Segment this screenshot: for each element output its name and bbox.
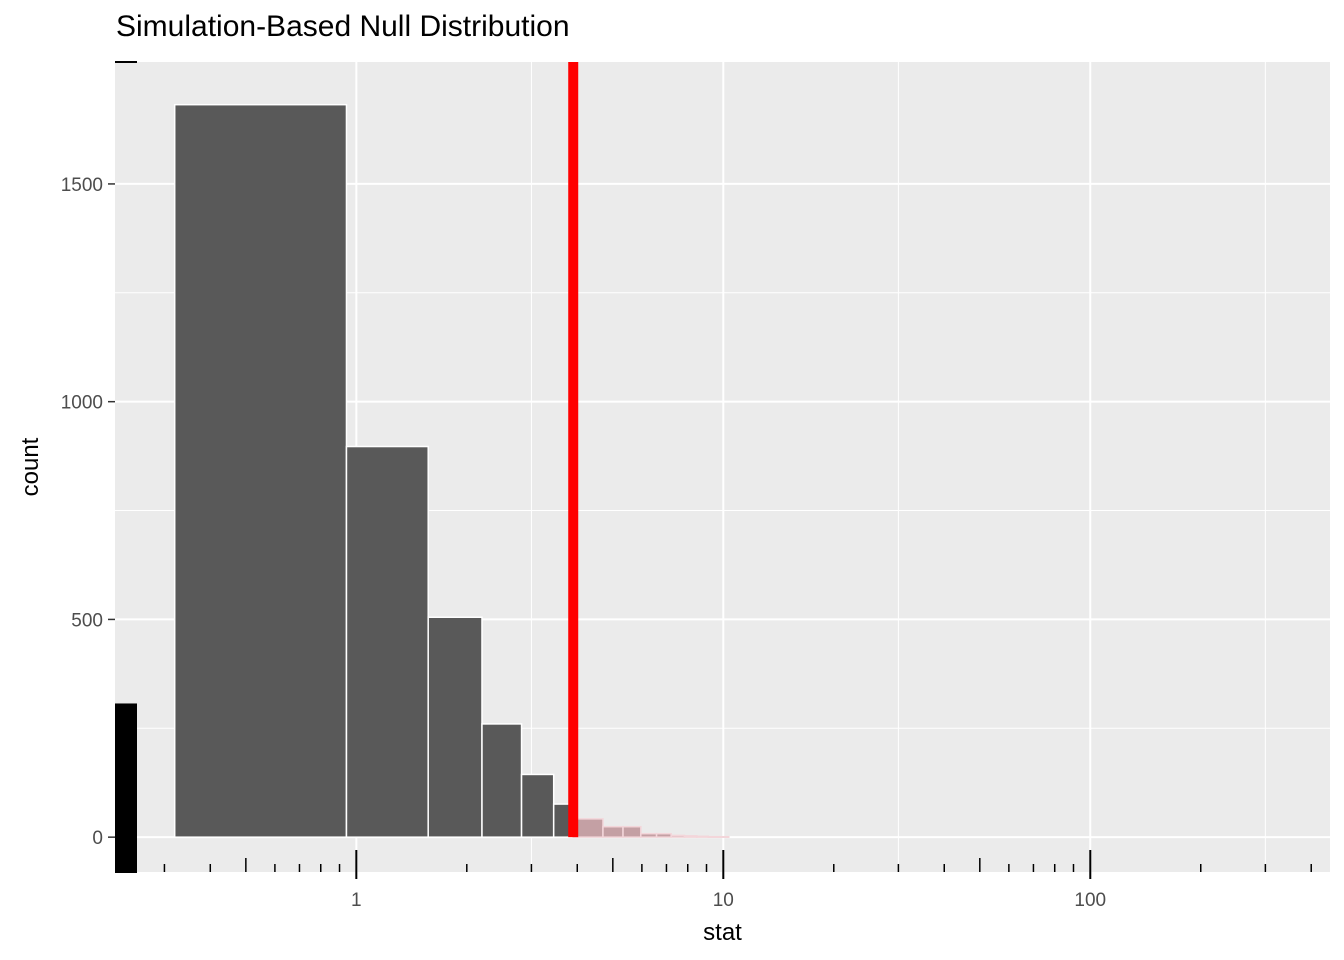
observed-stat-line <box>568 62 579 838</box>
histogram-bar <box>622 825 642 838</box>
histogram-bar <box>655 832 672 838</box>
histogram-bar <box>173 103 348 838</box>
histogram-bars <box>115 61 730 872</box>
x-tick-label: 10 <box>713 890 734 911</box>
histogram-bar <box>602 825 624 838</box>
histogram-bar <box>718 835 730 838</box>
histogram-bar <box>696 835 710 838</box>
x-tick-label: 100 <box>1074 890 1106 911</box>
x-axis-title: stat <box>703 919 742 946</box>
histogram-bar <box>683 835 698 838</box>
histogram-bar <box>481 723 523 838</box>
axes: 0 500 1000 1500 1 10 100 <box>61 175 1312 911</box>
y-tick-label: 1500 <box>61 175 103 196</box>
y-tick-label: 500 <box>71 610 103 631</box>
offscale-bar-cap <box>115 61 137 63</box>
chart-title: Simulation-Based Null Distribution <box>116 10 570 43</box>
histogram-bar <box>427 616 483 838</box>
histogram-bar <box>345 445 429 838</box>
y-axis-title: count <box>17 437 44 496</box>
histogram-bar <box>707 835 720 838</box>
histogram-bar <box>670 834 686 838</box>
offscale-bar <box>115 703 137 872</box>
histogram-bar <box>520 773 555 838</box>
observed-stat-layer <box>568 62 579 838</box>
y-tick-label: 1000 <box>61 393 103 414</box>
x-tick-label: 1 <box>351 890 362 911</box>
histogram-bar <box>640 832 658 838</box>
y-tick-label: 0 <box>92 828 103 849</box>
